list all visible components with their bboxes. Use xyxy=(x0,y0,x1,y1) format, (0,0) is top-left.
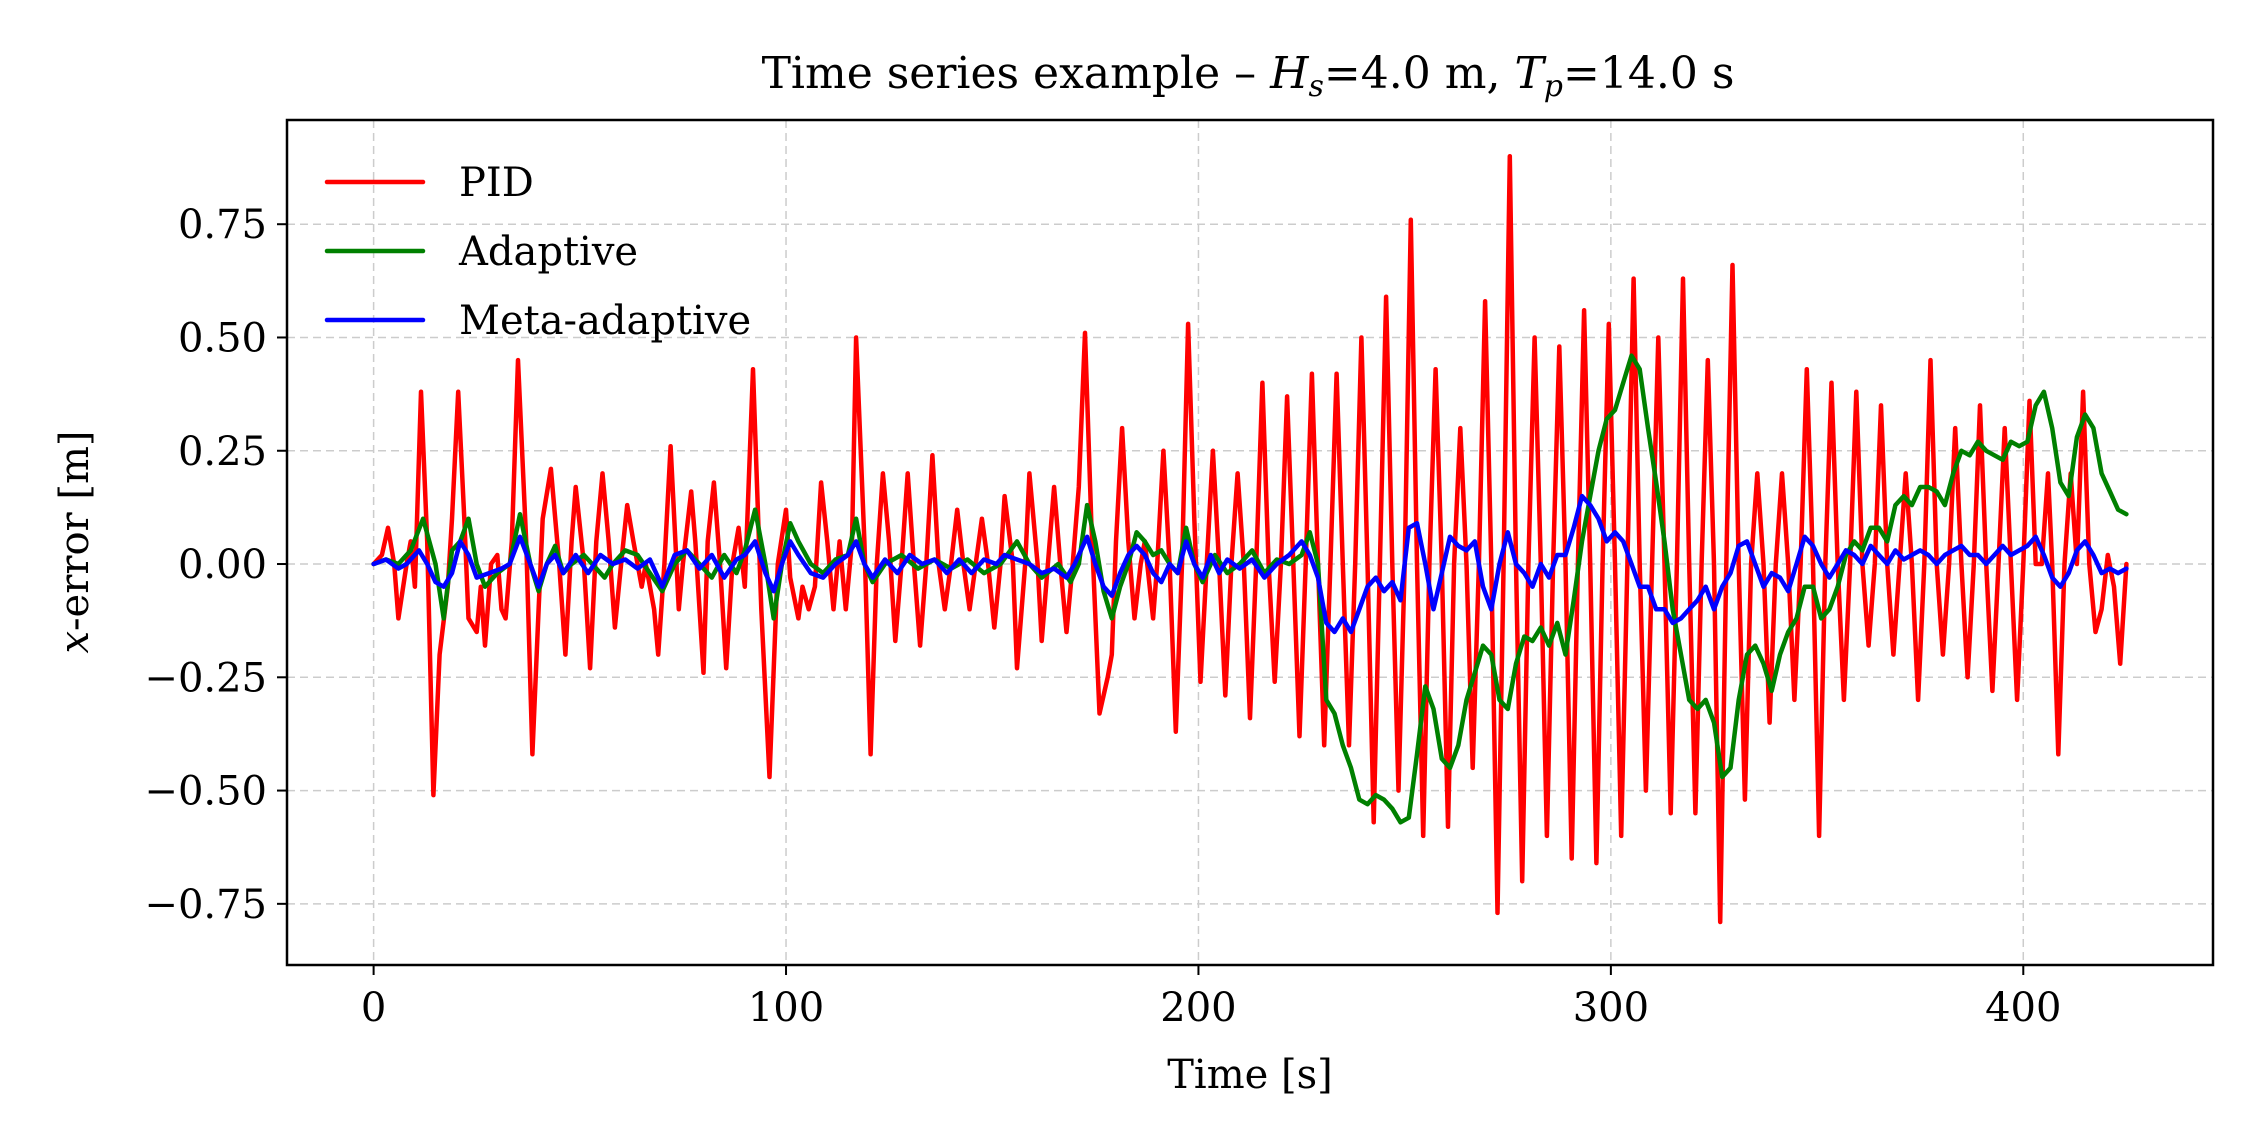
legend: PID Adaptive Meta-adaptive xyxy=(324,160,751,344)
legend-label-adaptive: Adaptive xyxy=(458,229,638,275)
x-tick-label: 200 xyxy=(1160,985,1236,1031)
y-tick-label: −0.25 xyxy=(144,655,267,701)
legend-label-meta-adaptive: Meta-adaptive xyxy=(459,298,751,344)
title-tp-symbol: T xyxy=(1514,48,1547,99)
y-tick-label: −0.75 xyxy=(144,882,267,928)
title-hs-value: =4.0 m, xyxy=(1324,48,1515,99)
y-tick-label: 0.00 xyxy=(178,542,267,588)
series-layer xyxy=(371,153,2129,925)
x-tick-label: 400 xyxy=(1985,985,2061,1031)
y-tick-label: 0.50 xyxy=(178,315,267,361)
x-tick-label: 300 xyxy=(1573,985,1649,1031)
series-line-pid xyxy=(371,153,2129,925)
grid xyxy=(287,120,2213,965)
y-axis-label-rest: -error [m] xyxy=(52,430,98,631)
plot-frame xyxy=(285,118,2215,967)
chart-title: Time series example – Hs=4.0 m, Tp=14.0 … xyxy=(762,48,1735,104)
y-tick-label: 0.75 xyxy=(178,202,267,248)
ticks: 0 100 200 300 400 −0.75 −0.50 −0.25 0.00 0.25 0.50… xyxy=(144,202,2061,1031)
y-tick-label: 0.25 xyxy=(178,429,267,475)
title-tp-sub: p xyxy=(1544,69,1563,104)
legend-label-pid: PID xyxy=(459,160,534,206)
y-tick-label: −0.50 xyxy=(144,769,267,815)
series-line-meta-adaptive xyxy=(371,493,2129,635)
x-tick-label: 0 xyxy=(361,985,386,1031)
title-hs-sub: s xyxy=(1309,69,1324,104)
x-axis-label: Time [s] xyxy=(1167,1052,1333,1098)
title-prefix: Time series example – xyxy=(762,48,1271,99)
title-hs-symbol: H xyxy=(1269,48,1310,99)
y-axis-label-var: x xyxy=(52,631,98,654)
x-tick-label: 100 xyxy=(748,985,824,1031)
y-axis-label: x-error [m] xyxy=(52,430,98,653)
plot-area xyxy=(371,153,2129,925)
title-tp-value: =14.0 s xyxy=(1563,48,1734,99)
